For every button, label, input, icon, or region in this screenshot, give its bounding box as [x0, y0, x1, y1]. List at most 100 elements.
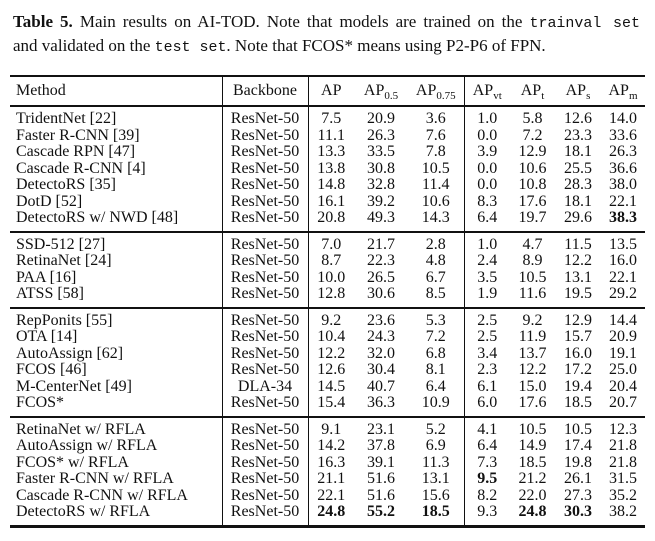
table-row: OTA [14] ResNet-50 10.4 24.3 7.2 2.5 11.9 15.7 2… — [10, 329, 645, 346]
metric-cell: 55.2 — [367, 504, 395, 520]
metric-cell: 36.6 — [609, 160, 637, 177]
metric-cell: 28.3 — [564, 177, 592, 193]
metric-cell: 20.9 — [609, 329, 637, 345]
metric-cell: 11.1 — [317, 127, 345, 144]
metric-cell: 1.0 — [477, 110, 498, 127]
metric-cell: 14.9 — [518, 438, 547, 454]
metric-cell: 13.5 — [609, 235, 637, 253]
col-header-ap: AP — [321, 82, 342, 99]
metric-cell: 11.6 — [518, 286, 547, 302]
metric-cell: 11.5 — [564, 235, 592, 253]
metric-cell: 19.4 — [564, 378, 592, 395]
caption-line-2: and validated on the test set. Note that… — [13, 35, 640, 59]
metric-cell: 8.7 — [321, 253, 342, 269]
metric-cell: 15.4 — [317, 395, 346, 411]
method-cell: FCOS* — [16, 395, 65, 411]
method-cell: AutoAssign w/ RFLA — [16, 438, 158, 454]
metric-cell: 20.7 — [609, 395, 637, 411]
metric-cell: 23.6 — [367, 311, 395, 329]
metric-cell: 14.3 — [408, 210, 465, 232]
metric-cell: 3.9 — [477, 144, 498, 160]
metric-cell: 18.5 — [518, 454, 547, 471]
metric-cell: 12.8 — [317, 286, 346, 302]
method-cell: Cascade R-CNN [4] — [16, 160, 146, 177]
table-row: DotD [52] ResNet-50 16.1 39.2 10.6 8.3 17.6 18.… — [10, 193, 645, 210]
metric-cell: 19.1 — [609, 345, 637, 362]
method-cell: DetectoRS w/ RFLA — [16, 504, 151, 520]
table-row: Cascade R-CNN [4] ResNet-50 13.8 30.8 10.5 0.… — [10, 160, 645, 177]
metric-cell: 16.0 — [609, 253, 637, 269]
table-row: RetinaNet w/ RFLA ResNet-50 9.1 23.1 5.2 4.1 1… — [10, 416, 645, 438]
metric-cell: 18.1 — [564, 193, 592, 210]
method-cell: TridentNet [22] — [16, 110, 117, 127]
metric-cell: 7.8 — [408, 144, 465, 161]
table-row: AutoAssign [62] ResNet-50 12.2 32.0 6.8 3.4 13… — [10, 345, 645, 362]
caption-text-1: Main results on AI-TOD. Note that models… — [72, 12, 530, 31]
metric-cell: 2.4 — [477, 253, 498, 269]
backbone-cell: ResNet-50 — [221, 231, 309, 253]
metric-cell: 26.3 — [367, 127, 395, 144]
metric-cell: 18.5 — [408, 504, 465, 526]
metric-cell: 3.4 — [477, 345, 498, 362]
metric-cell: 27.3 — [564, 487, 592, 504]
backbone-cell: ResNet-50 — [221, 106, 309, 128]
metric-cell: 8.2 — [477, 487, 498, 504]
col-header-ap-m: APm — [608, 82, 638, 103]
backbone-cell: ResNet-50 — [221, 395, 309, 417]
metric-cell: 5.2 — [408, 416, 465, 438]
table-row: PAA [16] ResNet-50 10.0 26.5 6.7 3.5 10.5 13.1 2… — [10, 269, 645, 286]
metric-cell: 12.3 — [609, 420, 637, 438]
metric-cell: 2.5 — [477, 329, 498, 345]
backbone-cell: ResNet-50 — [221, 416, 309, 438]
table-row: AutoAssign w/ RFLA ResNet-50 14.2 37.8 6.9 6.… — [10, 438, 645, 455]
backbone-cell: ResNet-50 — [221, 438, 309, 455]
method-cell: DetectoRS [35] — [16, 177, 116, 193]
metric-cell: 13.7 — [518, 345, 547, 362]
method-cell: DotD [52] — [16, 193, 83, 210]
metric-cell: 39.2 — [367, 193, 395, 210]
metric-cell: 21.8 — [609, 454, 637, 471]
metric-cell: 3.6 — [408, 106, 465, 128]
metric-cell: 29.6 — [564, 210, 592, 226]
metric-cell: 12.2 — [518, 362, 547, 378]
table-row: FCOS [46] ResNet-50 12.6 30.4 8.1 2.3 12.2 17.2… — [10, 362, 645, 379]
metric-cell: 29.2 — [609, 286, 637, 302]
backbone-cell: ResNet-50 — [221, 454, 309, 471]
metric-cell: 12.2 — [564, 253, 592, 269]
method-cell: DetectoRS w/ NWD [48] — [16, 210, 179, 226]
metric-cell: 2.8 — [408, 231, 465, 253]
metric-cell: 9.2 — [321, 311, 342, 329]
caption-mono-trainval: trainval set — [529, 16, 640, 32]
method-cell: Cascade R-CNN w/ RFLA — [16, 487, 188, 504]
backbone-cell: ResNet-50 — [221, 193, 309, 210]
table-row: Faster R-CNN w/ RFLA ResNet-50 21.1 51.6 13.… — [10, 471, 645, 488]
metric-cell: 11.3 — [408, 454, 465, 471]
table-row: RepPonits [55] ResNet-50 9.2 23.6 5.3 2.5 9.2 1… — [10, 307, 645, 329]
backbone-cell: ResNet-50 — [221, 286, 309, 308]
table-row: TridentNet [22] ResNet-50 7.5 20.9 3.6 1.0 5.8… — [10, 106, 645, 128]
table-row: DetectoRS [35] ResNet-50 14.8 32.8 11.4 0.0 10… — [10, 177, 645, 194]
metric-cell: 16.1 — [317, 193, 346, 210]
table-row: Faster R-CNN [39] ResNet-50 11.1 26.3 7.6 0.0… — [10, 127, 645, 144]
metric-cell: 2.5 — [477, 311, 498, 329]
table-row: DetectoRS w/ NWD [48] ResNet-50 20.8 49.3 14… — [10, 210, 645, 232]
metric-cell: 2.3 — [477, 362, 498, 378]
metric-cell: 13.3 — [317, 144, 346, 160]
metric-cell: 38.0 — [609, 177, 637, 193]
metric-cell: 0.0 — [477, 177, 498, 193]
metric-cell: 6.4 — [408, 378, 465, 395]
backbone-cell: ResNet-50 — [221, 504, 309, 526]
metric-cell: 7.2 — [522, 127, 543, 144]
metric-cell: 51.6 — [367, 471, 395, 487]
caption-mono-test: test set — [154, 40, 227, 56]
backbone-cell: ResNet-50 — [221, 177, 309, 194]
metric-cell: 6.4 — [477, 210, 498, 226]
metric-cell: 32.8 — [367, 177, 395, 193]
backbone-cell: ResNet-50 — [221, 160, 309, 177]
metric-cell: 51.6 — [367, 487, 395, 504]
backbone-cell: ResNet-50 — [221, 269, 309, 286]
backbone-cell: ResNet-50 — [221, 127, 309, 144]
metric-cell: 6.0 — [477, 395, 498, 411]
table-group-3: RepPonits [55] ResNet-50 9.2 23.6 5.3 2.5 9.2 1… — [10, 307, 645, 417]
